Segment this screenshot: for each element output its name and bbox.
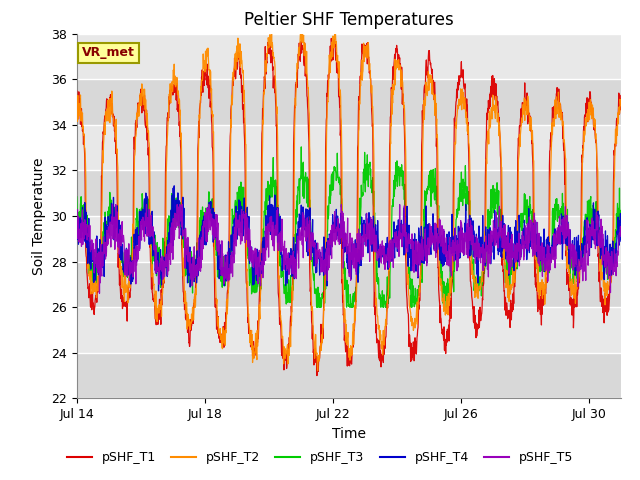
Bar: [77, 170, 621, 216]
Bar: [77, 125, 621, 170]
Legend: pSHF_T1, pSHF_T2, pSHF_T3, pSHF_T4, pSHF_T5: pSHF_T1, pSHF_T2, pSHF_T3, pSHF_T4, pSHF…: [62, 446, 578, 469]
Y-axis label: Soil Temperature: Soil Temperature: [31, 157, 45, 275]
Bar: [77, 79, 621, 125]
Text: VR_met: VR_met: [82, 47, 135, 60]
X-axis label: Time: Time: [332, 427, 366, 441]
Bar: [77, 216, 621, 262]
Bar: [77, 307, 621, 353]
Bar: [77, 353, 621, 398]
Title: Peltier SHF Temperatures: Peltier SHF Temperatures: [244, 11, 454, 29]
Bar: [77, 34, 621, 79]
Bar: [77, 262, 621, 307]
